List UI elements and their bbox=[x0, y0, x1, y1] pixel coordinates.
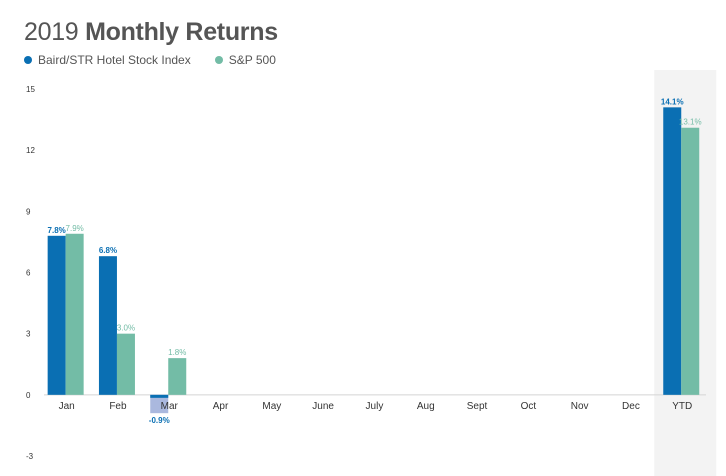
x-tick-label: Mar bbox=[161, 401, 179, 412]
x-tick-label: Nov bbox=[571, 401, 589, 412]
legend-swatch-series-1 bbox=[24, 56, 32, 64]
x-tick-label: Feb bbox=[109, 401, 127, 412]
y-tick-label: 12 bbox=[26, 146, 35, 155]
bar-series-1-ytd bbox=[663, 107, 682, 395]
x-tick-label: Oct bbox=[521, 401, 537, 412]
y-tick-label: 15 bbox=[26, 85, 35, 94]
title-year: 2019 bbox=[24, 18, 79, 46]
x-tick-label: Aug bbox=[417, 401, 435, 412]
y-tick-label: 3 bbox=[26, 330, 31, 339]
bar-series-2-mar bbox=[168, 358, 187, 395]
data-label-series-1: -0.9% bbox=[149, 416, 170, 425]
data-label-series-2: 7.9% bbox=[66, 224, 84, 233]
x-tick-label: Jan bbox=[59, 401, 75, 412]
data-label-series-1: 7.8% bbox=[48, 226, 66, 235]
data-label-series-2: 3.0% bbox=[117, 324, 135, 333]
legend: Baird/STR Hotel Stock Index S&P 500 bbox=[24, 52, 300, 68]
x-tick-label: Sept bbox=[467, 401, 488, 412]
x-tick-label: May bbox=[262, 401, 281, 412]
legend-label-series-1: Baird/STR Hotel Stock Index bbox=[38, 53, 191, 67]
x-tick-label: YTD bbox=[672, 401, 692, 412]
bar-series-2-ytd bbox=[681, 127, 700, 395]
y-tick-label: 6 bbox=[26, 269, 31, 278]
bar-cap-series-1-mar bbox=[150, 394, 169, 398]
legend-item-series-2: S&P 500 bbox=[214, 53, 276, 67]
bar-series-1-jan bbox=[47, 235, 66, 395]
x-tick-label: Dec bbox=[622, 401, 640, 412]
bar-series-1-mar bbox=[150, 394, 169, 414]
data-label-series-2: 13.1% bbox=[679, 118, 702, 127]
chart-title: 2019 Monthly Returns bbox=[24, 18, 278, 47]
legend-swatch-series-2 bbox=[214, 56, 223, 64]
x-tick-label: July bbox=[366, 401, 384, 412]
legend-item-series-1: Baird/STR Hotel Stock Index bbox=[24, 53, 191, 67]
y-tick-label: 9 bbox=[26, 207, 31, 216]
bar-series-2-jan bbox=[65, 233, 84, 395]
x-tick-label: Apr bbox=[213, 401, 229, 412]
y-tick-label: 0 bbox=[26, 391, 31, 400]
legend-label-series-2: S&P 500 bbox=[228, 53, 276, 67]
title-main: Monthly Returns bbox=[85, 18, 278, 46]
y-tick-label: -3 bbox=[26, 452, 34, 461]
data-label-series-1: 6.8% bbox=[99, 246, 117, 255]
bar-series-2-feb bbox=[116, 333, 135, 395]
data-label-series-1: 14.1% bbox=[661, 97, 684, 106]
data-label-series-2: 1.8% bbox=[168, 348, 186, 357]
x-tick-label: June bbox=[312, 401, 334, 412]
bar-series-1-feb bbox=[98, 256, 117, 395]
